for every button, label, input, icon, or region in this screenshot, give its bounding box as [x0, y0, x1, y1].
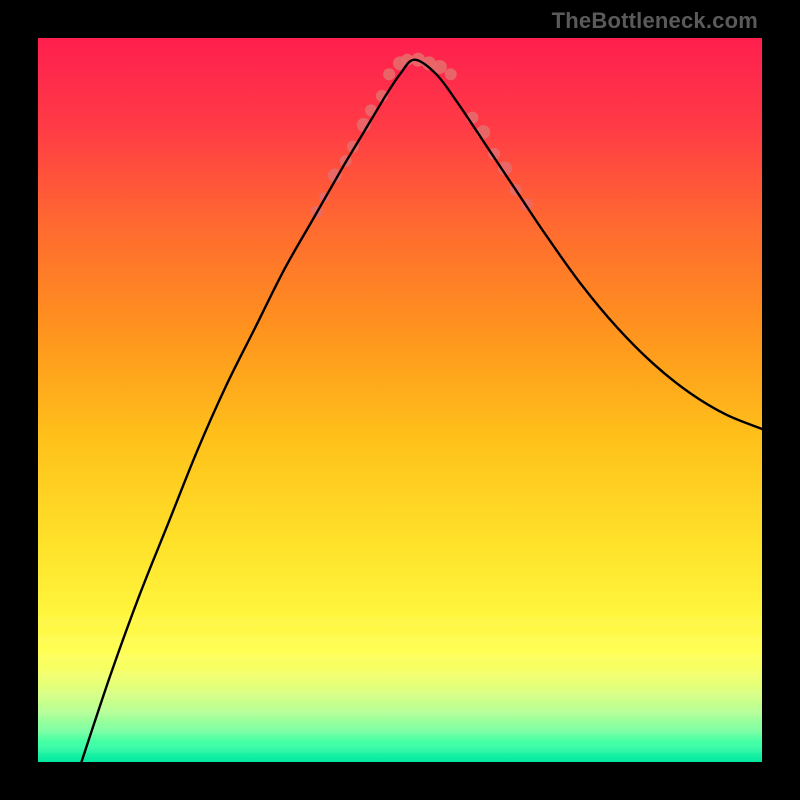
- data-marker: [383, 68, 395, 80]
- curve-layer: [0, 0, 800, 800]
- chart-frame: TheBottleneck.com: [0, 0, 800, 800]
- watermark-text: TheBottleneck.com: [552, 8, 758, 34]
- data-marker: [445, 68, 457, 80]
